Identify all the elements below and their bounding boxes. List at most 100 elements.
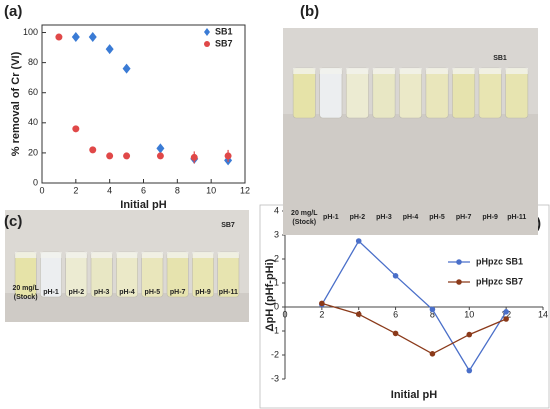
vial-label: pH-5 — [145, 289, 161, 296]
x-tick-label: 12 — [240, 185, 250, 195]
vial-cap — [217, 252, 239, 258]
vial-label: pH-1 — [43, 289, 59, 296]
y-tick-label: -1 — [271, 325, 279, 335]
vial-label: pH-7 — [456, 214, 472, 221]
y-axis-label: % removal of Cr (VI) — [10, 51, 22, 156]
vial-cap — [91, 252, 113, 258]
x-tick-label: 8 — [175, 185, 180, 195]
marker — [123, 152, 131, 160]
marker — [190, 153, 198, 161]
y-tick-label: 60 — [28, 87, 38, 97]
y-axis-label: ΔpH (pHf-pHi) — [264, 258, 276, 331]
x-tick-label: 2 — [73, 185, 78, 195]
x-tick-label: 8 — [430, 309, 435, 319]
vial — [505, 67, 529, 119]
marker — [89, 146, 97, 154]
y-tick-label: 1 — [274, 277, 279, 287]
x-tick-label: 14 — [538, 309, 548, 319]
x-axis-label: Initial pH — [120, 199, 167, 211]
marker — [319, 300, 325, 307]
vial-label: pH-4 — [403, 214, 419, 221]
sample-label: SB7 — [221, 222, 235, 229]
marker — [72, 125, 80, 133]
marker — [224, 152, 232, 160]
vial-cap — [479, 68, 502, 74]
vial-label: pH-2 — [350, 214, 366, 221]
legend-marker — [456, 279, 462, 285]
marker — [71, 32, 80, 43]
vial-cap — [452, 68, 475, 74]
series-line — [321, 239, 507, 372]
x-tick-label: 10 — [464, 309, 474, 319]
vial-cap — [372, 68, 396, 74]
marker — [429, 351, 436, 357]
plot-frame — [41, 24, 246, 184]
vial-cap — [40, 252, 62, 258]
vial-label: pH-7 — [170, 289, 186, 296]
marker — [466, 367, 473, 374]
marker — [429, 306, 436, 313]
photo-shelf — [5, 293, 249, 322]
vial-label: (Stock) — [292, 219, 316, 226]
vial — [372, 67, 396, 119]
vial-label: pH-9 — [482, 214, 498, 221]
vial-cap — [399, 68, 422, 74]
y-tick-label: 0 — [274, 301, 279, 311]
vial-cap — [15, 252, 37, 258]
photo-shelf — [283, 114, 538, 235]
vial — [452, 67, 476, 119]
marker — [156, 143, 165, 154]
panel-label: (b) — [300, 3, 319, 20]
vial-label: pH-2 — [69, 289, 85, 296]
vial-label: pH-11 — [219, 289, 238, 296]
marker — [392, 273, 399, 279]
vial-label: pH-3 — [376, 214, 392, 221]
x-tick-label: 4 — [107, 185, 112, 195]
marker — [355, 238, 362, 244]
marker — [88, 32, 97, 43]
vial-cap — [346, 68, 369, 74]
marker — [466, 331, 473, 338]
x-tick-label: 2 — [319, 309, 324, 319]
vial-cap — [116, 252, 138, 258]
y-tick-label: -2 — [271, 349, 279, 359]
panel-label: (c) — [4, 213, 22, 230]
vial-label: 20 mg/L — [12, 285, 39, 292]
y-tick-label: 2 — [274, 253, 279, 263]
x-tick-label: 0 — [39, 185, 44, 195]
legend-label: SB1 — [215, 26, 233, 36]
legend-label: pHpzc SB7 — [476, 276, 523, 286]
legend-marker — [204, 41, 210, 47]
marker — [392, 330, 399, 337]
marker — [122, 63, 131, 74]
marker — [503, 316, 509, 322]
vial — [292, 67, 316, 119]
vial-cap — [505, 68, 528, 74]
y-tick-label: 20 — [28, 147, 38, 157]
x-tick-label: 6 — [393, 309, 398, 319]
marker — [156, 152, 164, 160]
vial — [425, 67, 449, 119]
x-tick-label: 6 — [141, 185, 146, 195]
vial-label: pH-4 — [119, 289, 135, 296]
vial-cap — [65, 252, 87, 258]
vial-cap — [167, 252, 189, 258]
vial-cap — [141, 252, 163, 258]
y-tick-label: 0 — [33, 177, 38, 187]
vial-label: pH-11 — [507, 214, 526, 221]
vial-cap — [319, 68, 342, 74]
marker — [55, 33, 63, 41]
y-tick-label: 4 — [274, 205, 279, 215]
vial-cap — [425, 68, 449, 74]
legend-marker — [204, 28, 210, 36]
vial — [345, 67, 369, 119]
y-tick-label: 80 — [28, 57, 38, 67]
legend-label: SB7 — [215, 38, 233, 48]
marker — [355, 311, 362, 318]
vial — [319, 67, 343, 119]
x-tick-label: 0 — [282, 309, 287, 319]
x-axis-label: Initial pH — [391, 389, 438, 401]
vial — [478, 67, 502, 119]
